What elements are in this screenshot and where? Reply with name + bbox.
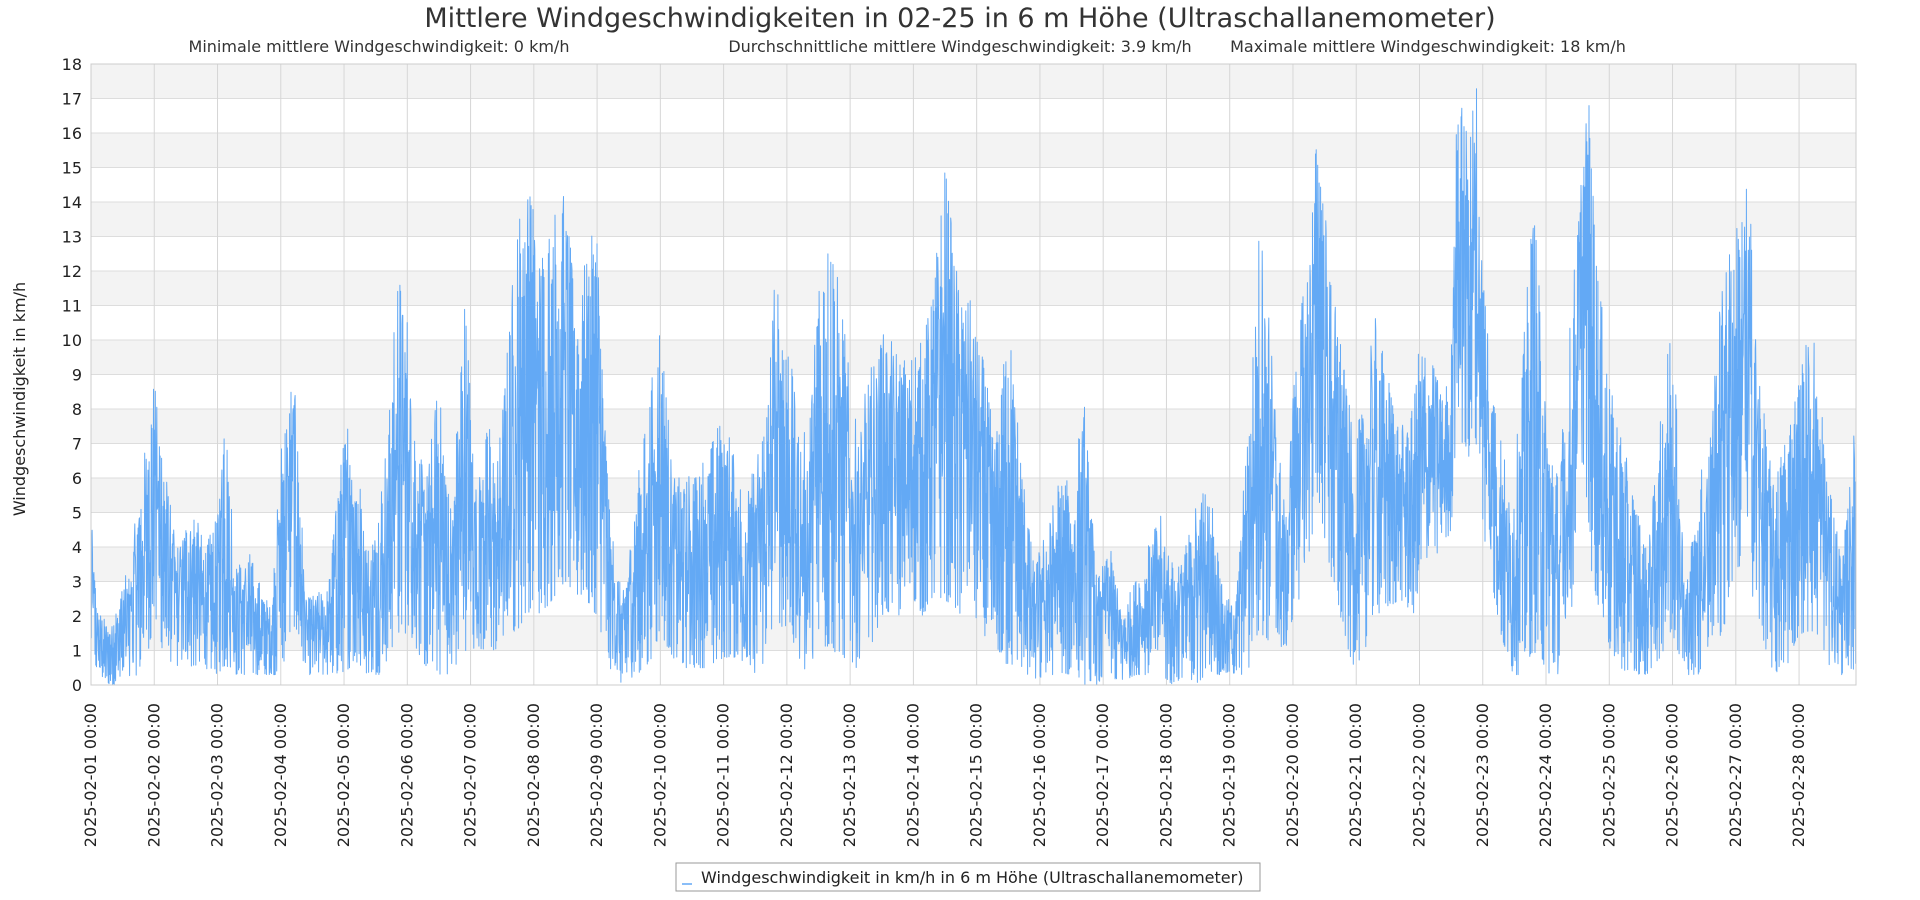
x-tick-label: 2025-02-09 00:00 [587,703,606,847]
y-tick-label: 17 [62,90,82,109]
y-tick-label: 6 [72,469,82,488]
chart-title: Mittlere Windgeschwindigkeiten in 02-25 … [424,3,1495,34]
y-tick-label: 8 [72,400,82,419]
x-tick-label: 2025-02-28 00:00 [1789,703,1808,847]
x-tick-label: 2025-02-08 00:00 [524,703,543,847]
x-tick-label: 2025-02-22 00:00 [1409,703,1428,847]
y-tick-label: 10 [62,331,82,350]
x-tick-label: 2025-02-11 00:00 [714,703,733,847]
plot-band [91,167,1856,202]
y-tick-label: 1 [72,642,82,661]
x-tick-label: 2025-02-24 00:00 [1536,703,1555,847]
plot-band [91,271,1856,306]
plot-band [91,305,1856,340]
plot-band [91,98,1856,133]
y-tick-label: 13 [62,228,82,247]
plot-band [91,650,1856,685]
x-tick-label: 2025-02-02 00:00 [144,703,163,847]
subtitle-avg: Durchschnittliche mittlere Windgeschwind… [728,37,1191,56]
y-tick-label: 4 [72,538,82,557]
x-tick-label: 2025-02-27 00:00 [1726,703,1745,847]
y-tick-label: 11 [62,297,82,316]
axes [90,63,1857,686]
x-tick-label: 2025-02-13 00:00 [840,703,859,847]
series-layer [90,88,1857,686]
plot-frame [90,63,1857,686]
y-tick-label: 0 [72,676,82,695]
plot-band [91,202,1856,237]
x-tick-label: 2025-02-16 00:00 [1030,703,1049,847]
x-tick-label: 2025-02-17 00:00 [1093,703,1112,847]
x-tick-label: 2025-02-05 00:00 [334,703,353,847]
x-tick-label: 2025-02-04 00:00 [271,703,290,847]
x-tick-label: 2025-02-06 00:00 [397,703,416,847]
plot-band [91,133,1856,168]
x-tick-label: 2025-02-23 00:00 [1473,703,1492,847]
plot-band [91,236,1856,271]
y-tick-label: 18 [62,55,82,74]
legend-series-label: Windgeschwindigkeit in km/h in 6 m Höhe … [701,868,1243,887]
x-tick-labels: 2025-02-01 00:00 2025-02-02 00:00 2025-02-… [81,703,1808,847]
subtitle-min: Minimale mittlere Windgeschwindigkeit: 0… [189,37,570,56]
x-tick-label: 2025-02-18 00:00 [1156,703,1175,847]
x-tick-label: 2025-02-19 00:00 [1220,703,1239,847]
y-tick-label: 9 [72,366,82,385]
y-tick-label: 12 [62,262,82,281]
x-tick-label: 2025-02-25 00:00 [1599,703,1618,847]
x-tick-label: 2025-02-21 00:00 [1346,703,1365,847]
y-tick-label: 16 [62,124,82,143]
subtitle-max: Maximale mittlere Windgeschwindigkeit: 1… [1230,37,1626,56]
legend: Windgeschwindigkeit in km/h in 6 m Höhe … [675,862,1261,892]
x-tick-label: 2025-02-10 00:00 [650,703,669,847]
x-tick-label: 2025-02-01 00:00 [81,703,100,847]
plot-band [91,64,1856,99]
y-tick-label: 2 [72,607,82,626]
x-tick-label: 2025-02-12 00:00 [777,703,796,847]
y-tick-label: 5 [72,504,82,523]
y-tick-label: 14 [62,193,82,212]
x-tick-label: 2025-02-14 00:00 [903,703,922,847]
y-tick-label: 3 [72,573,82,592]
y-tick-label: 7 [72,435,82,454]
series-line [90,88,1857,686]
y-tick-label: 15 [62,159,82,178]
y-axis-label: Windgeschwindigkeit in km/h [10,282,29,516]
x-tick-label: 2025-02-15 00:00 [967,703,986,847]
x-tick-label: 2025-02-07 00:00 [461,703,480,847]
x-tick-label: 2025-02-20 00:00 [1283,703,1302,847]
x-tick-label: 2025-02-26 00:00 [1663,703,1682,847]
legend-box [675,862,1261,892]
x-tick-label: 2025-02-03 00:00 [208,703,227,847]
